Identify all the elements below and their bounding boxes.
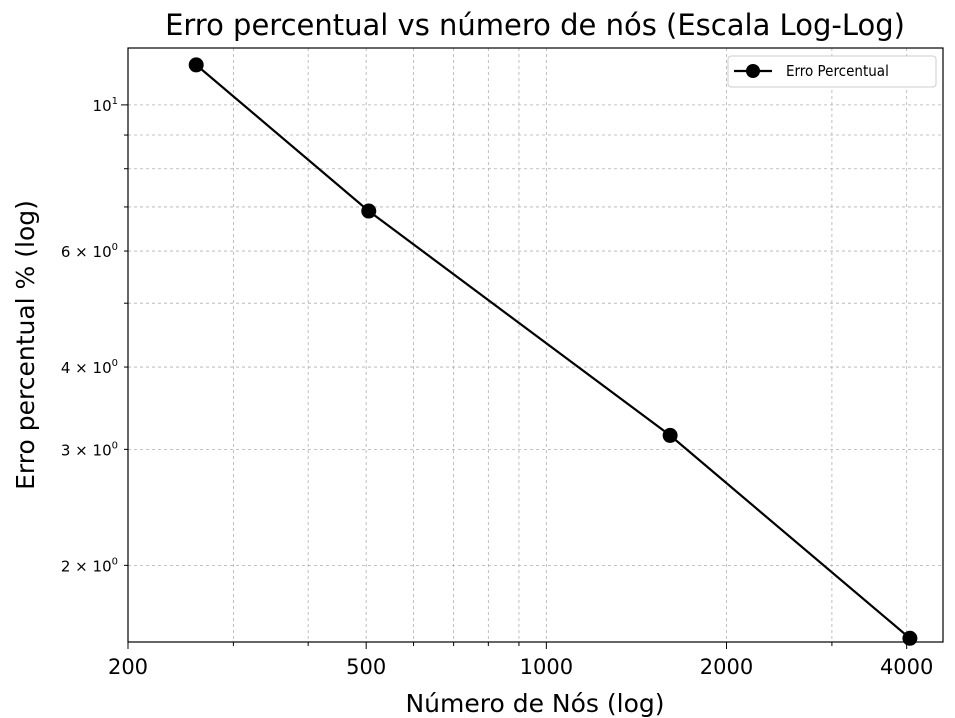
y-tick-label: 4 × 100 xyxy=(61,358,118,377)
x-axis: 200 500 1000 2000 4000 xyxy=(108,642,933,679)
data-point xyxy=(662,427,678,443)
legend-marker-swatch xyxy=(746,64,760,78)
data-point xyxy=(902,630,918,646)
x-tick-label: 500 xyxy=(346,655,386,679)
y-tick-label: 101 xyxy=(93,96,118,115)
y-tick-label: 3 × 100 xyxy=(61,440,118,459)
legend-label: Erro Percentual xyxy=(786,62,889,80)
x-tick-label: 2000 xyxy=(700,655,753,679)
y-tick-label: 2 × 100 xyxy=(61,556,118,575)
x-tick-label: 200 xyxy=(108,655,148,679)
x-tick-label: 1000 xyxy=(520,655,573,679)
legend: Erro Percentual xyxy=(727,55,937,88)
data-point xyxy=(361,203,377,219)
series-line xyxy=(195,64,911,640)
y-axis: 101 6 × 100 4 × 100 3 × 100 2 × 100 xyxy=(61,96,128,575)
grid xyxy=(127,48,943,642)
chart-title: Erro percentual vs número de nós (Escala… xyxy=(165,8,905,42)
x-axis-label: Número de Nós (log) xyxy=(405,689,664,718)
plot-frame xyxy=(127,47,944,643)
series-layer xyxy=(188,57,918,646)
y-axis-label: Erro percentual % (log) xyxy=(11,200,40,490)
y-tick-label: 6 × 100 xyxy=(61,242,118,261)
legend-box xyxy=(727,55,937,88)
x-tick-label: 4000 xyxy=(880,655,933,679)
data-point xyxy=(188,57,204,73)
